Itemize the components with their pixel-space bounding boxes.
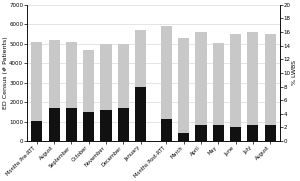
Bar bbox=[31, 121, 43, 141]
Y-axis label: % LWBS: % LWBS bbox=[292, 60, 297, 85]
Bar bbox=[49, 40, 60, 141]
Bar bbox=[83, 50, 94, 141]
Bar bbox=[161, 26, 172, 141]
Bar bbox=[230, 127, 241, 141]
Bar bbox=[100, 44, 112, 141]
Bar bbox=[118, 44, 129, 141]
Bar bbox=[195, 125, 207, 141]
Bar bbox=[247, 32, 259, 141]
Bar bbox=[247, 125, 259, 141]
Bar bbox=[178, 133, 189, 141]
Bar bbox=[161, 119, 172, 141]
Bar bbox=[100, 110, 112, 141]
Bar bbox=[49, 108, 60, 141]
Bar bbox=[213, 125, 224, 141]
Bar bbox=[83, 112, 94, 141]
Bar bbox=[66, 108, 77, 141]
Y-axis label: ED Census (# Patients): ED Census (# Patients) bbox=[3, 37, 8, 109]
Bar bbox=[265, 125, 276, 141]
Bar bbox=[31, 42, 43, 141]
Bar bbox=[178, 38, 189, 141]
Bar bbox=[213, 43, 224, 141]
Bar bbox=[135, 87, 146, 141]
Bar bbox=[265, 34, 276, 141]
Bar bbox=[118, 108, 129, 141]
Bar bbox=[230, 34, 241, 141]
Bar bbox=[66, 42, 77, 141]
Bar bbox=[195, 32, 207, 141]
Bar bbox=[135, 30, 146, 141]
